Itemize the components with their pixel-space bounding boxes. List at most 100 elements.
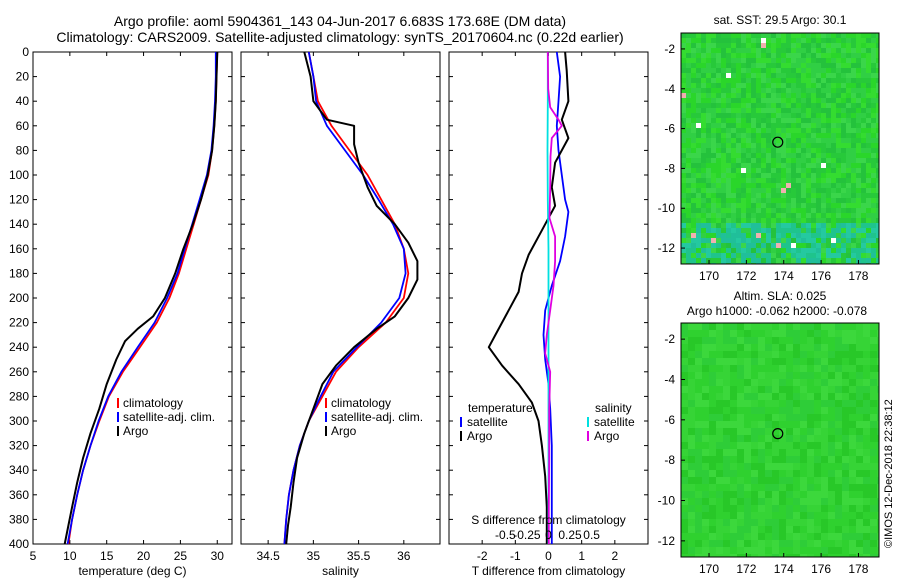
map-cell: [766, 98, 771, 103]
map-cell: [744, 456, 751, 463]
map-cell: [807, 463, 814, 470]
map-cell: [786, 435, 793, 442]
map-cell: [766, 233, 771, 238]
map-cell: [702, 407, 709, 414]
map-cell: [758, 526, 765, 533]
map-cell: [776, 38, 781, 43]
map-cell: [786, 78, 791, 83]
map-cell: [681, 153, 686, 158]
map-cell: [711, 143, 716, 148]
map-cell: [828, 498, 835, 505]
map-cell: [841, 43, 846, 48]
map-cell: [702, 323, 709, 330]
map-cell: [686, 98, 691, 103]
map-cell: [811, 138, 816, 143]
map-cell: [701, 223, 706, 228]
map-cell: [793, 407, 800, 414]
map-cell: [688, 484, 695, 491]
map-cell: [841, 238, 846, 243]
map-cell: [816, 228, 821, 233]
map-cell: [863, 533, 870, 540]
map-cell: [841, 158, 846, 163]
map-cell: [751, 73, 756, 78]
map-cell: [776, 198, 781, 203]
map-cell: [814, 547, 821, 554]
map-cell: [746, 138, 751, 143]
map-cell: [807, 512, 814, 519]
map-cell: [751, 233, 756, 238]
map-cell: [711, 218, 716, 223]
map-cell: [831, 98, 836, 103]
map-cell: [791, 108, 796, 113]
x-tick-label: -1: [510, 549, 521, 563]
map-cell: [806, 253, 811, 258]
map-cell: [861, 38, 866, 43]
map-cell: [756, 243, 761, 248]
map-cell: [781, 83, 786, 88]
map-cell: [691, 243, 696, 248]
map-cell: [688, 498, 695, 505]
map-cell: [716, 337, 723, 344]
map-cell: [786, 128, 791, 133]
map-cell: [772, 414, 779, 421]
map-cell: [681, 193, 686, 198]
map-cell: [781, 98, 786, 103]
map-cell: [726, 38, 731, 43]
map-cell: [866, 48, 871, 53]
map-cell: [709, 470, 716, 477]
map-cell: [681, 98, 686, 103]
map-cell: [709, 498, 716, 505]
map-cell: [771, 68, 776, 73]
map-cell: [876, 73, 879, 78]
map-cell: [761, 163, 766, 168]
map-cell: [711, 233, 716, 238]
map-cell: [786, 203, 791, 208]
map-cell: [856, 63, 861, 68]
map-cell: [871, 63, 876, 68]
map-cell: [796, 53, 801, 58]
map-cell: [877, 498, 879, 505]
map-cell: [731, 148, 736, 153]
map-cell: [730, 540, 737, 547]
map-cell: [849, 533, 856, 540]
map-cell: [696, 223, 701, 228]
map-cell: [793, 337, 800, 344]
map-cell: [846, 123, 851, 128]
map-cell: [776, 208, 781, 213]
map-cell: [730, 505, 737, 512]
map-cell: [701, 68, 706, 73]
map-cell: [814, 400, 821, 407]
map-cell: [821, 330, 828, 337]
map-y-tick-label: -4: [664, 82, 675, 96]
map-cell: [709, 442, 716, 449]
map-cell: [756, 123, 761, 128]
map-cell: [856, 138, 861, 143]
map-cell: [781, 33, 786, 38]
map-cell: [866, 33, 871, 38]
map-cell: [870, 540, 877, 547]
map-cell: [746, 68, 751, 73]
map-cell: [716, 344, 723, 351]
map-cell: [781, 73, 786, 78]
map-cell: [723, 435, 730, 442]
map-cell: [726, 158, 731, 163]
map-cell: [828, 533, 835, 540]
map-y-tick-label: -6: [664, 413, 675, 427]
map-cell: [806, 168, 811, 173]
map-cell: [756, 248, 761, 253]
map-cell: [876, 93, 879, 98]
map-cell: [826, 138, 831, 143]
map-cell: [736, 183, 741, 188]
map-cell: [779, 365, 786, 372]
map-cell: [736, 128, 741, 133]
map-cell: [721, 258, 726, 263]
map-cell: [831, 108, 836, 113]
map-cell: [835, 547, 842, 554]
map-cell: [686, 153, 691, 158]
map-cell: [721, 228, 726, 233]
map-cell: [814, 484, 821, 491]
map-cell: [751, 421, 758, 428]
map-cell: [741, 38, 746, 43]
map-cell: [801, 103, 806, 108]
map-cell: [816, 108, 821, 113]
